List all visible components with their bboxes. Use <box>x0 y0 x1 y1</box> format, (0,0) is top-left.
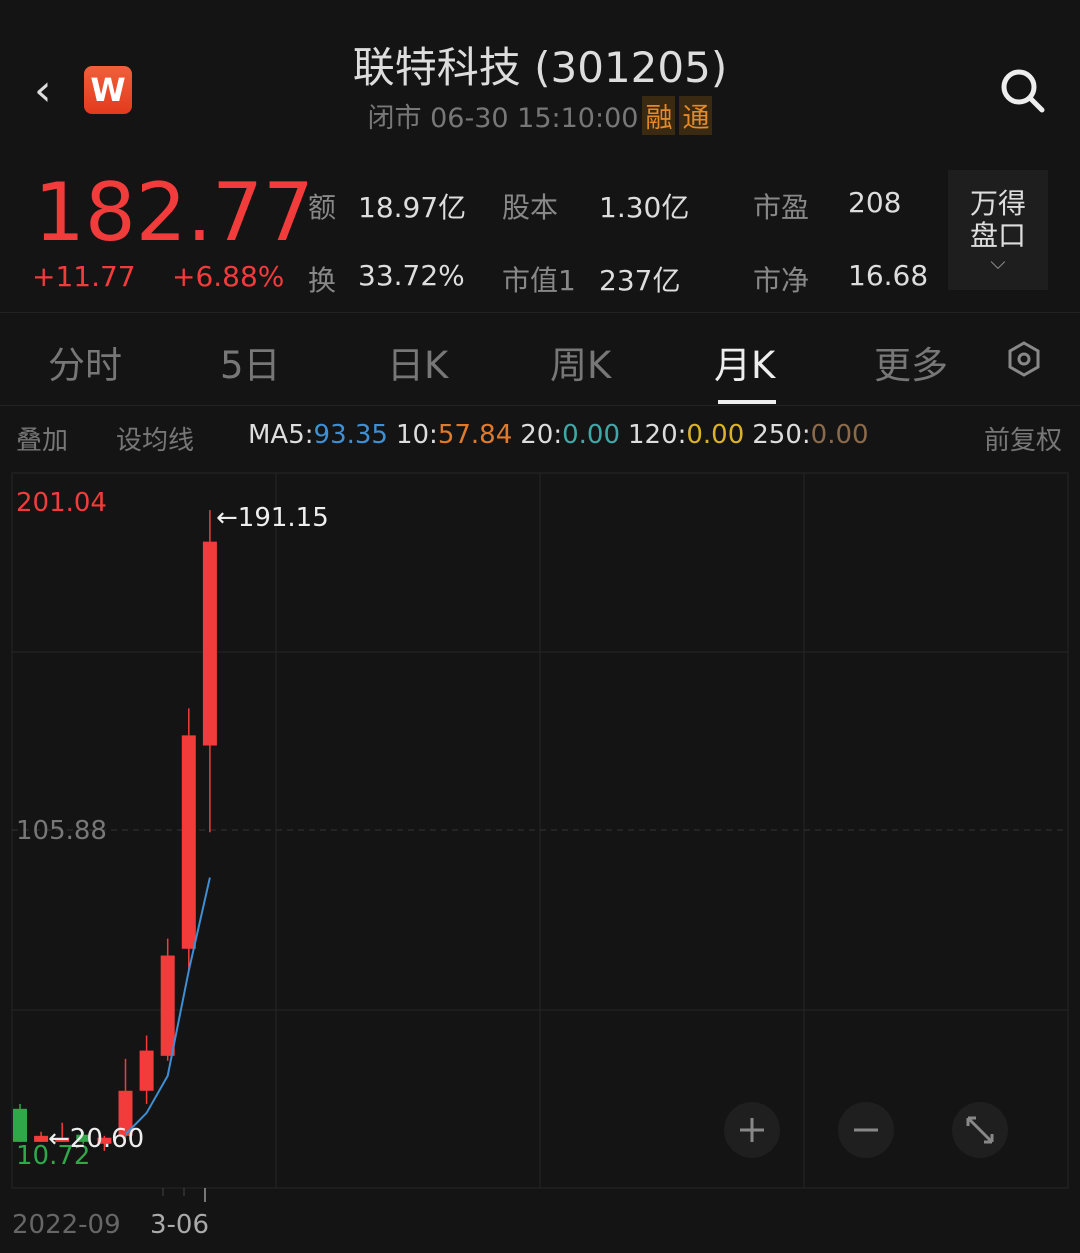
tab-weekly-k[interactable]: 周K <box>550 344 612 387</box>
period-tabs: 分时 5日 日K 周K 月K 更多 <box>0 312 1080 406</box>
candle-body <box>13 1108 27 1142</box>
ma5-line <box>124 877 211 1136</box>
ma-value: 0.00 <box>686 420 745 450</box>
candle-body <box>118 1090 133 1136</box>
x-label: 2022-09 <box>12 1210 121 1240</box>
candle-body <box>160 955 175 1056</box>
wind-logo: W <box>84 66 132 114</box>
stat-value: 16.68 <box>848 259 929 292</box>
candle-body <box>181 735 196 949</box>
status-text: 闭市 06-30 15:10:00 <box>367 103 639 134</box>
price-change: +11.77 <box>32 260 136 293</box>
expand-icon <box>966 1116 994 1144</box>
x-label: 3-06 <box>150 1210 209 1240</box>
page-title: 联特科技 (301205) <box>352 43 728 92</box>
ma-value: 93.35 <box>313 420 388 450</box>
ma-label: 250: <box>752 420 811 450</box>
stat-label: 市盈 <box>753 191 810 224</box>
y-label-bottom: 10.72 <box>16 1141 90 1171</box>
tab-intraday[interactable]: 分时 <box>48 344 122 387</box>
candle-body <box>202 541 217 746</box>
ma-label: 10: <box>395 420 438 450</box>
overlay-button[interactable]: 叠加 <box>16 426 69 456</box>
ma-label: 120: <box>627 420 687 450</box>
margin-tag: 融 <box>642 96 676 135</box>
stat-label: 市净 <box>753 264 810 297</box>
ma-label: MA5: <box>248 420 314 450</box>
tab-daily-k[interactable]: 日K <box>387 344 449 387</box>
ma-label: 20: <box>520 420 563 450</box>
stat-label: 股本 <box>502 191 559 224</box>
stat-value: 33.72% <box>358 259 465 292</box>
y-label-top: 201.04 <box>16 488 107 518</box>
candle-body <box>97 1137 112 1144</box>
candle-body <box>139 1050 154 1091</box>
tab-more[interactable]: 更多 <box>874 344 948 387</box>
search-icon[interactable] <box>998 66 1046 114</box>
last-price: 182.77 <box>34 166 314 259</box>
tab-monthly-k[interactable]: 月K <box>714 344 776 387</box>
stat-label: 市值1 <box>502 264 576 297</box>
candle-body <box>76 1134 91 1142</box>
y-label-mid: 105.88 <box>16 816 107 846</box>
ma-legend: MA5:93.35 10:57.84 20:0.00 120:0.00 250:0.00 <box>248 420 877 450</box>
pankou-button[interactable]: 万得 盘口 ⌵ <box>948 170 1048 290</box>
stat-value: 208 <box>848 186 902 219</box>
ma-value: 0.00 <box>810 420 869 450</box>
stat-label: 换 <box>308 264 337 297</box>
stat-value: 1.30亿 <box>599 191 690 224</box>
ma-value: 0.00 <box>562 420 620 450</box>
chevron-down-icon: ⌵ <box>990 250 1006 274</box>
active-tab-indicator <box>718 400 776 404</box>
pankou-line2: 盘口 <box>969 219 1026 252</box>
min-annotation: ←20.60 <box>48 1124 144 1154</box>
set-ma-button[interactable]: 设均线 <box>116 426 195 456</box>
connect-tag: 通 <box>679 96 713 135</box>
back-button[interactable]: ‹ <box>34 65 52 116</box>
candle-body <box>34 1135 49 1142</box>
kline-chart[interactable]: 201.04 105.88 10.72 ←191.15 ←20.60 2022-09 3-0… <box>0 460 1080 1253</box>
stat-value: 18.97亿 <box>358 191 467 224</box>
price-change-pct: +6.88% <box>172 260 285 293</box>
stat-label: 额 <box>308 191 337 224</box>
settings-icon[interactable] <box>1006 341 1042 377</box>
tab-5day[interactable]: 5日 <box>220 344 281 387</box>
adjust-button[interactable]: 前复权 <box>984 426 1063 456</box>
candle-body <box>55 1137 70 1142</box>
pankou-line1: 万得 <box>969 187 1026 220</box>
max-annotation: ←191.15 <box>216 503 329 533</box>
stat-value: 237亿 <box>599 264 681 297</box>
market-status: 闭市 06-30 15:10:00 融通 <box>0 96 1080 135</box>
ma-value: 57.84 <box>437 420 513 450</box>
